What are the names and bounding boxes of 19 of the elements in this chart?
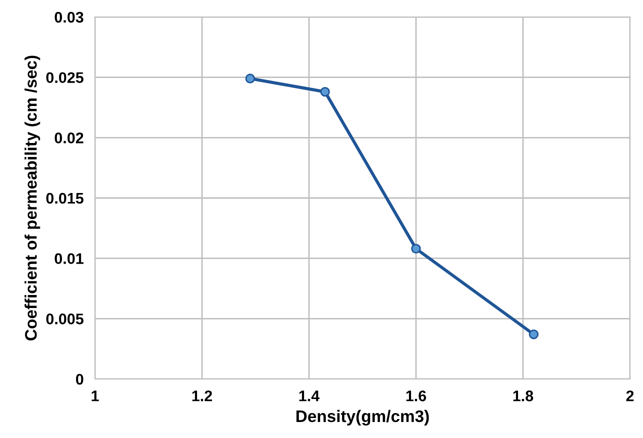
x-axis-title: Density(gm/cm3) <box>296 410 429 426</box>
point <box>528 329 539 340</box>
y-axis-title: Coefficient of permeability (cm /sec) <box>24 56 40 340</box>
y-tick-label: 0 <box>76 374 84 385</box>
y-tick-label: 0.02 <box>54 132 84 144</box>
x-tick-label: 1 <box>92 390 99 402</box>
y-tick-label: 0.01 <box>54 253 84 264</box>
point <box>320 86 330 97</box>
y-tick-label: 0.025 <box>46 72 84 84</box>
x-tick-label: 1.2 <box>192 390 212 402</box>
y-tick-label: 0.005 <box>46 314 84 324</box>
x-tick-label: 1.8 <box>513 390 534 402</box>
y-tick-label: 0.015 <box>46 192 84 204</box>
x-tick-label: 2 <box>626 390 634 402</box>
x-tick-label: 1.6 <box>406 390 426 402</box>
point <box>245 74 256 84</box>
point <box>411 244 421 254</box>
x-tick-label: 1.4 <box>299 390 320 402</box>
y-tick-label: 0.03 <box>54 12 84 23</box>
